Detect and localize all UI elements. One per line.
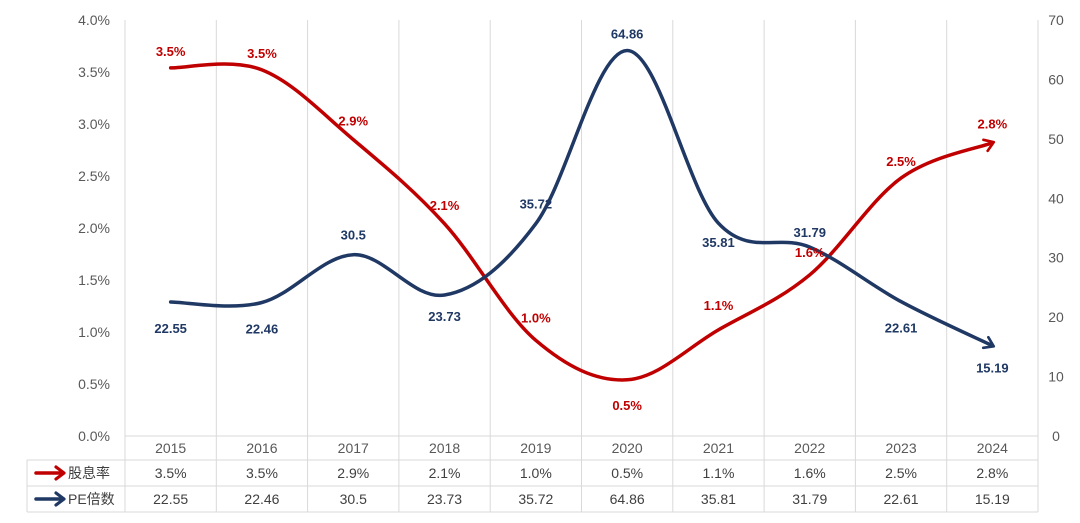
- table-cell: 22.55: [153, 491, 188, 507]
- left-axis-tick-label: 0.5%: [78, 376, 110, 392]
- left-axis-tick-label: 4.0%: [78, 12, 110, 28]
- right-axis-tick-label: 70: [1048, 12, 1064, 28]
- category-label: 2021: [703, 440, 734, 456]
- left-axis-tick-label: 2.5%: [78, 168, 110, 184]
- left-axis-tick-label: 3.0%: [78, 116, 110, 132]
- right-axis-tick-label: 10: [1048, 369, 1064, 385]
- data-label-pe-ratio: 64.86: [611, 27, 644, 42]
- left-axis-tick-label: 2.0%: [78, 220, 110, 236]
- legend-label-pe-ratio: PE倍数: [68, 491, 115, 507]
- data-label-dividend-yield: 2.8%: [978, 117, 1008, 132]
- data-label-dividend-yield: 1.6%: [795, 245, 825, 260]
- table-cell: 1.6%: [794, 465, 826, 481]
- left-axis-tick-label: 1.0%: [78, 324, 110, 340]
- table-cell: 1.1%: [702, 465, 734, 481]
- right-axis-tick-label: 60: [1048, 71, 1064, 87]
- legend-arrow-pe-ratio: [34, 491, 66, 507]
- data-label-dividend-yield: 3.5%: [156, 44, 186, 59]
- data-label-dividend-yield: 2.5%: [886, 154, 916, 169]
- category-label: 2017: [338, 440, 369, 456]
- table-cell: 0.5%: [611, 465, 643, 481]
- data-label-pe-ratio: 15.19: [976, 361, 1009, 376]
- series-line-pe-ratio: [168, 48, 996, 350]
- series-line-dividend-yield: [168, 62, 996, 382]
- table-cell: 2.8%: [976, 465, 1008, 481]
- right-axis: 0 10 20 30 40 50 60 70: [1048, 12, 1064, 444]
- table-cell: 30.5: [340, 491, 367, 507]
- right-axis-tick-label: 40: [1048, 190, 1064, 206]
- table-cell: 2.1%: [429, 465, 461, 481]
- table-cell: 3.5%: [246, 465, 278, 481]
- table-cell: 22.61: [884, 491, 919, 507]
- data-table: 2015 2016 2017 2018 2019 2020 2021 2022 2023 2024…: [26, 440, 1038, 513]
- left-axis-tick-label: 3.5%: [78, 64, 110, 80]
- table-cell: 2.5%: [885, 465, 917, 481]
- right-axis-tick-label: 0: [1052, 428, 1060, 444]
- data-label-pe-ratio: 22.61: [885, 321, 918, 336]
- category-label: 2023: [885, 440, 916, 456]
- category-label: 2019: [520, 440, 551, 456]
- legend-arrow-dividend-yield: [34, 465, 66, 481]
- data-label-pe-ratio: 22.55: [154, 321, 187, 336]
- category-label: 2015: [155, 440, 186, 456]
- table-cell: 22.46: [244, 491, 279, 507]
- category-label: 2024: [977, 440, 1008, 456]
- data-label-pe-ratio: 31.79: [793, 225, 826, 240]
- table-cell: 2.9%: [337, 465, 369, 481]
- data-label-pe-ratio: 35.72: [520, 197, 553, 212]
- data-label-pe-ratio: 22.46: [246, 322, 279, 337]
- table-cell: 35.81: [701, 491, 736, 507]
- series-lines: [168, 48, 996, 382]
- category-label: 2016: [246, 440, 277, 456]
- table-cell: 31.79: [792, 491, 827, 507]
- table-cell: 15.19: [975, 491, 1010, 507]
- table-cell: 35.72: [518, 491, 553, 507]
- right-axis-tick-label: 30: [1048, 250, 1064, 266]
- legend-label-dividend-yield: 股息率: [68, 465, 110, 481]
- data-label-pe-ratio: 30.5: [341, 228, 366, 243]
- data-label-dividend-yield: 1.1%: [704, 298, 734, 313]
- right-axis-tick-label: 50: [1048, 131, 1064, 147]
- category-label: 2020: [612, 440, 643, 456]
- table-cell: 23.73: [427, 491, 462, 507]
- gridlines: [124, 20, 1039, 512]
- data-label-dividend-yield: 3.5%: [247, 46, 277, 61]
- table-cell: 3.5%: [155, 465, 187, 481]
- data-label-dividend-yield: 0.5%: [612, 398, 642, 413]
- data-labels: 3.5% 3.5% 2.9% 2.1% 1.0% 0.5% 1.1% 1.6% 2.5% 2.8%…: [154, 27, 1008, 413]
- table-cell: 1.0%: [520, 465, 552, 481]
- left-axis: 0.0% 0.5% 1.0% 1.5% 2.0% 2.5% 3.0% 3.5% 4.0%: [78, 12, 110, 444]
- table-cell: 64.86: [610, 491, 645, 507]
- data-label-dividend-yield: 1.0%: [521, 310, 551, 325]
- data-label-pe-ratio: 23.73: [428, 309, 461, 324]
- category-label: 2018: [429, 440, 460, 456]
- right-axis-tick-label: 20: [1048, 309, 1064, 325]
- left-axis-tick-label: 1.5%: [78, 272, 110, 288]
- data-label-dividend-yield: 2.1%: [430, 198, 460, 213]
- data-label-dividend-yield: 2.9%: [338, 114, 368, 129]
- data-label-pe-ratio: 35.81: [702, 235, 735, 250]
- left-axis-tick-label: 0.0%: [78, 428, 110, 444]
- category-label: 2022: [794, 440, 825, 456]
